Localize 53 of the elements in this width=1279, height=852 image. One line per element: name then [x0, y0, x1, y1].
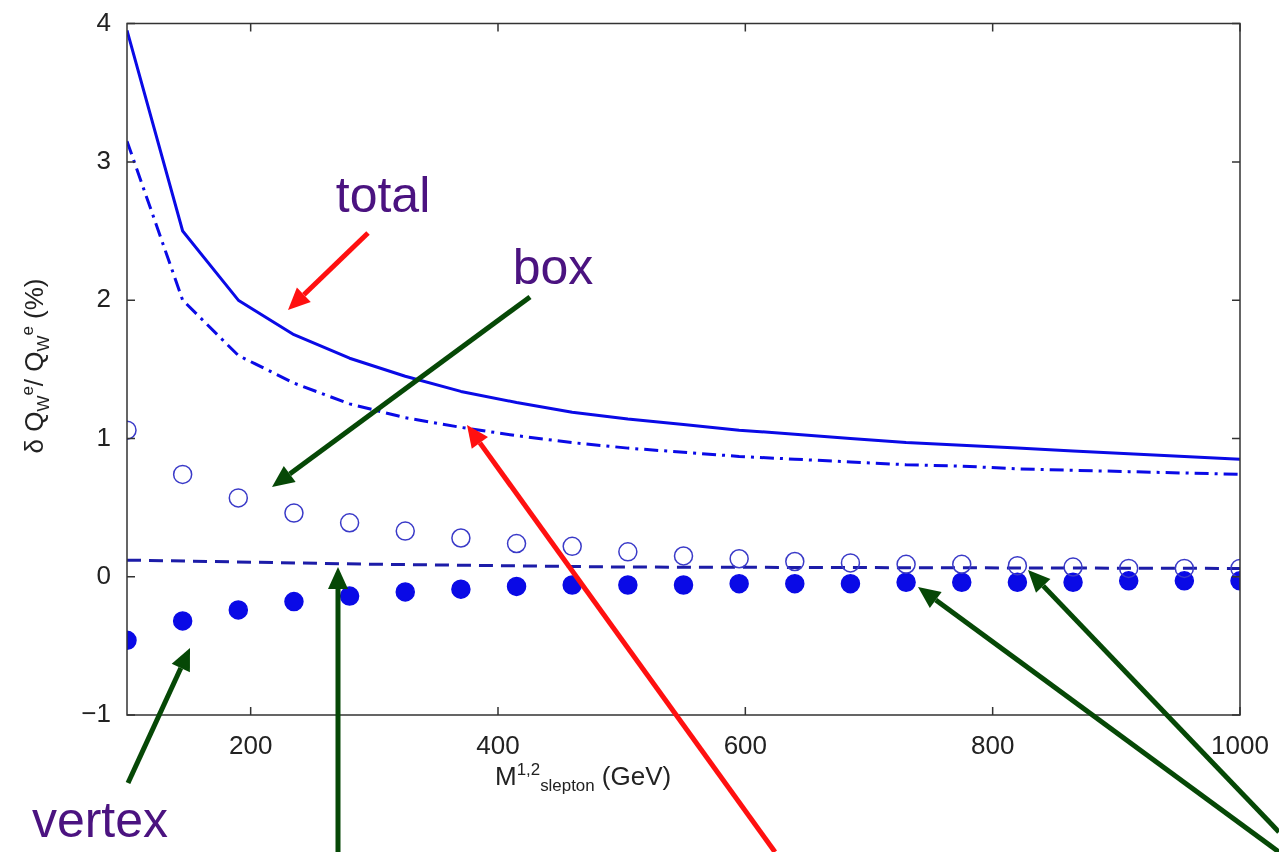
point [1174, 558, 1195, 579]
point [1118, 571, 1139, 591]
annotation: box [512, 239, 594, 295]
point [729, 573, 749, 594]
x-tick-label: 400 [476, 729, 520, 760]
point [395, 521, 415, 541]
annotation: total [335, 167, 431, 223]
point [1007, 572, 1028, 592]
y-tick-label: 3 [96, 145, 111, 176]
y-tick-label: −1 [81, 698, 111, 729]
point [673, 546, 694, 566]
y-tick-label: 4 [96, 6, 111, 37]
point [785, 573, 805, 594]
point [1118, 558, 1139, 579]
point [952, 554, 972, 575]
point [1174, 571, 1195, 591]
point [1063, 557, 1083, 577]
point [395, 582, 415, 602]
y-tick-label: 0 [96, 559, 111, 590]
point [172, 611, 193, 631]
point [1007, 555, 1028, 576]
point [1063, 572, 1083, 592]
x-tick-label: 200 [228, 729, 273, 760]
point [506, 533, 527, 554]
point [562, 536, 582, 557]
point [618, 575, 638, 595]
line-series [127, 139, 1240, 476]
point [451, 528, 471, 548]
y-tick-label: 1 [96, 421, 111, 452]
x-tick-label: 800 [970, 729, 1015, 760]
text: vertex [31, 792, 169, 848]
point [451, 579, 471, 599]
y-tick-label: 2 [96, 283, 111, 314]
point [228, 488, 249, 508]
point [618, 542, 638, 562]
point [228, 600, 249, 620]
x-axis-title: M$^{1,2}$$_{slepton}$ (GeV) [495, 760, 672, 796]
point [952, 572, 972, 592]
point [284, 503, 304, 523]
x-tick-label: 600 [723, 729, 768, 760]
x-tick-label: 1000 [1211, 729, 1269, 760]
point [172, 464, 193, 485]
point [284, 591, 304, 612]
point [896, 572, 916, 592]
point [339, 586, 360, 606]
point [840, 553, 861, 573]
point [840, 573, 861, 594]
point [785, 551, 805, 572]
point [896, 554, 916, 575]
point [506, 576, 527, 597]
point [339, 513, 360, 533]
point [673, 575, 694, 595]
point [729, 548, 749, 569]
